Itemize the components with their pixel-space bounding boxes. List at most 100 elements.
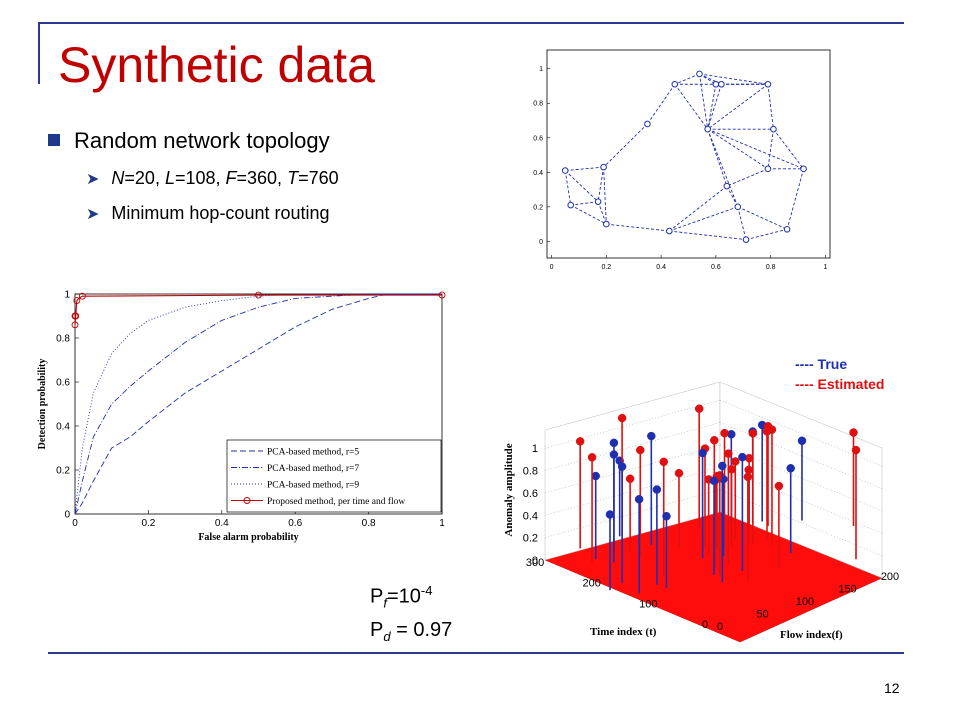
- z-gridline: [719, 444, 883, 512]
- z-tick-label: 0.8: [523, 466, 538, 478]
- network-edge: [597, 167, 605, 202]
- roc-series-marker: [71, 321, 79, 329]
- y-tick-label: 0: [64, 510, 70, 521]
- x-tick-label: 0.4: [656, 264, 666, 271]
- stem-marker: [743, 472, 753, 482]
- y-tick-label: 0.8: [56, 334, 70, 345]
- network-edge: [603, 123, 648, 168]
- z-gridline: [719, 422, 883, 489]
- legend-entry: PCA-based method, r=7: [267, 464, 359, 474]
- t-tick-label: 100: [639, 598, 657, 610]
- f-tick-label: 100: [796, 596, 814, 608]
- network-node: [734, 203, 742, 211]
- slide-title: Synthetic data: [58, 37, 375, 93]
- z-gridline: [719, 511, 883, 579]
- network-node: [567, 201, 575, 209]
- back-wall-right: [719, 381, 883, 579]
- network-edge: [726, 185, 739, 208]
- stem-marker: [636, 445, 645, 455]
- stem-marker: [659, 457, 668, 467]
- stem-marker: [718, 461, 727, 471]
- legend-estimated: ---- Estimated: [795, 376, 885, 392]
- y-axis-label: Detection probability: [37, 359, 48, 450]
- roc-series-marker: [78, 292, 86, 300]
- network-node: [764, 80, 772, 88]
- stem-marker: [849, 428, 858, 437]
- bullet-text: Random network topology: [74, 128, 330, 153]
- stem-marker: [617, 462, 627, 471]
- stem-marker: [774, 481, 784, 491]
- pf-pd-text: Pf=10-4 Pd = 0.97: [370, 578, 452, 650]
- network-edge: [674, 73, 700, 85]
- network-edge: [603, 167, 607, 225]
- f-tick-label: 200: [881, 571, 899, 583]
- stem-marker: [662, 511, 671, 521]
- stem-marker: [710, 436, 719, 445]
- z-gridline: [544, 511, 721, 561]
- z-gridline: [544, 489, 721, 538]
- plot-frame: [546, 49, 831, 259]
- t-tick-label: 300: [526, 557, 544, 569]
- network-edge: [699, 73, 709, 130]
- x-tick-label: 1: [824, 264, 828, 271]
- legend-entry: PCA-based method, r=5: [267, 448, 359, 458]
- z-tick-label: 0.6: [523, 488, 538, 500]
- network-edge: [669, 206, 738, 232]
- network-edge: [707, 129, 728, 187]
- network-edge: [597, 201, 607, 225]
- stem-marker: [674, 468, 684, 478]
- z-tick-label: 0.4: [523, 510, 538, 522]
- stem-marker: [609, 438, 619, 448]
- network-edge: [707, 84, 717, 130]
- x-tick-label: 0: [72, 518, 78, 529]
- y-tick-label: 1: [539, 66, 543, 73]
- z-gridline: [544, 444, 721, 494]
- y-tick-label: 0.4: [56, 422, 70, 433]
- network-edge: [565, 166, 604, 172]
- network-edge: [767, 129, 774, 169]
- stem-marker: [647, 431, 656, 441]
- roc-series-marker: [73, 297, 81, 305]
- x-tick-label: 0.8: [362, 518, 376, 529]
- frame-top-bar: [38, 22, 904, 24]
- network-edge: [669, 230, 747, 241]
- pf-value: Pf=10-4: [370, 583, 433, 611]
- y-tick-label: 0.4: [533, 170, 543, 177]
- network-node: [594, 198, 602, 205]
- stem-marker: [575, 437, 585, 446]
- network-edge: [647, 84, 676, 125]
- t-tick-label: 200: [582, 578, 600, 590]
- z-tick-label: 0: [532, 555, 538, 567]
- network-node: [644, 120, 651, 128]
- x-tick-label: 0.4: [215, 518, 229, 529]
- network-edge: [707, 128, 769, 170]
- stem-marker: [709, 476, 719, 486]
- network-node: [561, 167, 569, 174]
- legend-true: ---- True: [795, 356, 848, 372]
- stem-marker: [720, 428, 729, 438]
- legend-entry: PCA-based method, r=9: [267, 481, 359, 491]
- stem-marker: [724, 449, 733, 458]
- square-bullet-icon: [48, 134, 60, 146]
- stem-marker: [738, 452, 747, 462]
- f-tick-label: 50: [756, 609, 768, 621]
- network-edge: [699, 73, 769, 85]
- network-node: [718, 80, 725, 88]
- z-gridline: [544, 422, 721, 471]
- y-tick-label: 1: [64, 290, 70, 301]
- legend-marker: [243, 497, 251, 504]
- z-gridline: [719, 399, 883, 467]
- network-edge: [564, 170, 599, 202]
- y-tick-label: 0.2: [56, 466, 70, 477]
- stem-marker: [748, 429, 758, 438]
- stem-marker: [731, 457, 740, 466]
- network-edge: [726, 168, 769, 187]
- params-text: N=20, L=108, F=360, T=760: [111, 168, 339, 188]
- f-axis-label: Flow index(f): [780, 629, 843, 641]
- t-tick-label: 0: [702, 619, 708, 631]
- y-tick-label: 0: [539, 239, 543, 246]
- roc-series-marker: [255, 291, 262, 299]
- network-node: [696, 70, 703, 78]
- f-tick-label: 150: [838, 584, 856, 596]
- network-edge: [745, 228, 788, 241]
